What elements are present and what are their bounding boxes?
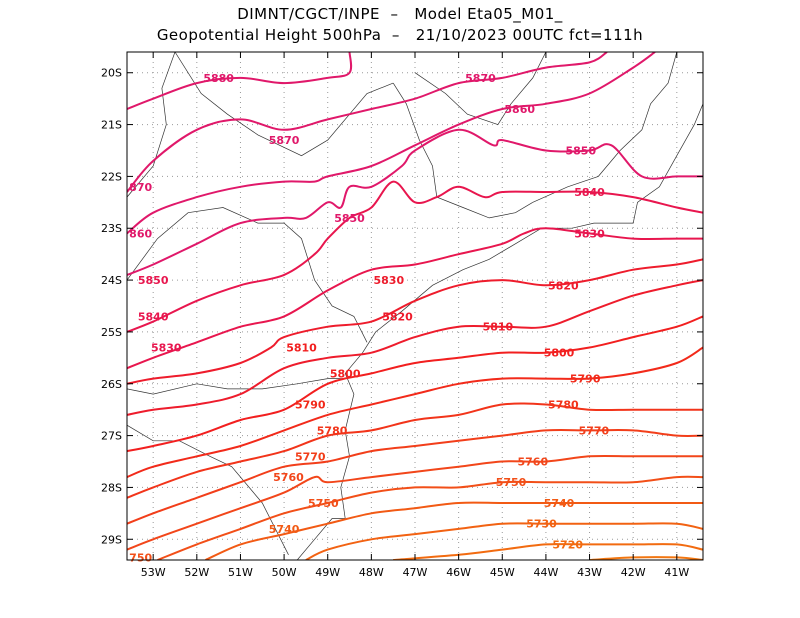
border-line <box>532 52 678 203</box>
geopotential-contours <box>127 52 703 560</box>
contour-label: 5870 <box>269 134 300 147</box>
contour-label: 5820 <box>548 279 579 292</box>
contour-edge-label: 750 <box>129 551 152 564</box>
contour-label: 5850 <box>334 212 365 225</box>
contour-label: 5800 <box>330 367 361 380</box>
contour-label: 5840 <box>138 310 169 323</box>
contour-line-5800 <box>127 315 703 453</box>
lat-tick-label: 22S <box>101 170 122 183</box>
lat-tick-label: 29S <box>101 533 122 546</box>
contour-line-5780 <box>127 402 703 499</box>
border-line <box>174 52 394 157</box>
lon-tick-label: 47W <box>403 566 428 579</box>
contour-label: 5870 <box>465 72 496 85</box>
lon-tick-label: 45W <box>490 566 515 579</box>
contour-label: 5740 <box>269 523 300 536</box>
contour-label: 5780 <box>548 398 579 411</box>
lat-tick-label: 26S <box>101 378 122 391</box>
lon-tick-label: 42W <box>621 566 646 579</box>
contour-label: 5770 <box>295 450 326 463</box>
lon-tick-label: 41W <box>664 566 689 579</box>
contour-line-5710 <box>589 556 703 560</box>
contour-line-5860 <box>127 52 656 235</box>
lon-tick-label: 50W <box>272 566 297 579</box>
border-line <box>296 518 346 560</box>
lat-tick-label: 21S <box>101 119 122 132</box>
contour-label: 5810 <box>286 341 317 354</box>
contour-line-5790 <box>127 346 703 479</box>
contour-label: 5790 <box>295 398 326 411</box>
contour-label: 5750 <box>496 476 527 489</box>
contour-label: 5830 <box>374 274 405 287</box>
lon-tick-label: 53W <box>141 566 166 579</box>
contour-line-5850 <box>127 128 703 276</box>
contour-label: 5840 <box>574 186 605 199</box>
contour-line-5840 <box>127 180 703 333</box>
contour-label: 5740 <box>544 497 575 510</box>
lat-tick-label: 24S <box>101 274 122 287</box>
lon-tick-label: 51W <box>228 566 253 579</box>
chart-title-line-1: DIMNT/CGCT/INPE – Model Eta05_M01_ <box>237 5 563 23</box>
contour-line-5760 <box>127 454 703 551</box>
contour-line-5740 <box>205 501 703 560</box>
contour-label: 5750 <box>308 497 339 510</box>
contour-label: 5720 <box>552 538 583 551</box>
contour-edge-label: 860 <box>129 227 152 240</box>
chart-title-line-2: Geopotential Height 500hPa – 21/10/2023 … <box>156 26 644 44</box>
contour-label: 5830 <box>151 341 182 354</box>
contour-line-5880 <box>127 52 353 110</box>
contour-label: 5810 <box>483 321 514 334</box>
contour-label: 5770 <box>579 424 610 437</box>
border-line <box>127 52 176 198</box>
contour-edge-label: 870 <box>129 181 152 194</box>
lon-tick-label: 52W <box>184 566 209 579</box>
lat-tick-label: 28S <box>101 481 122 494</box>
contour-label: 5790 <box>570 373 601 386</box>
border-line <box>127 207 368 343</box>
lat-tick-label: 20S <box>101 67 122 80</box>
border-line <box>414 52 547 126</box>
contour-line-5770 <box>127 429 703 525</box>
contour-line-5830 <box>127 227 703 370</box>
contour-label: 5800 <box>544 347 575 360</box>
border-line <box>340 103 703 519</box>
lon-tick-label: 46W <box>446 566 471 579</box>
contour-labels: 5880 5870 5860 5850 5840 5830 5820 5810 5800 5790… <box>129 72 609 564</box>
lon-tick-label: 44W <box>533 566 558 579</box>
lat-tick-label: 23S <box>101 222 122 235</box>
contour-line-5750 <box>157 475 703 560</box>
contour-label: 5830 <box>574 227 605 240</box>
contour-label: 5850 <box>138 274 169 287</box>
contour-line-5870 <box>127 52 608 193</box>
lon-tick-label: 43W <box>577 566 602 579</box>
lon-tick-label: 49W <box>315 566 340 579</box>
contour-label: 5880 <box>203 72 234 85</box>
contour-label: 5780 <box>317 424 348 437</box>
coastline-and-borders <box>127 52 703 560</box>
contour-line-5820 <box>127 258 703 385</box>
contour-label: 5860 <box>504 103 535 116</box>
lat-tick-label: 25S <box>101 326 122 339</box>
axis-ticks: 20S 21S 22S 23S 24S 25S 26S 27S 28S 29S 53W 52W 51W 5… <box>101 52 703 579</box>
border-line <box>127 424 289 555</box>
contour-label: 5820 <box>382 310 413 323</box>
contour-label: 5760 <box>273 471 304 484</box>
contour-line-5810 <box>127 279 703 416</box>
lon-tick-label: 48W <box>359 566 384 579</box>
contour-label: 5730 <box>526 518 557 531</box>
contour-line-5730 <box>305 522 703 560</box>
contour-label: 5760 <box>518 456 549 469</box>
contour-label: 5850 <box>566 144 597 157</box>
lat-tick-label: 27S <box>101 430 122 443</box>
border-line <box>127 378 346 395</box>
